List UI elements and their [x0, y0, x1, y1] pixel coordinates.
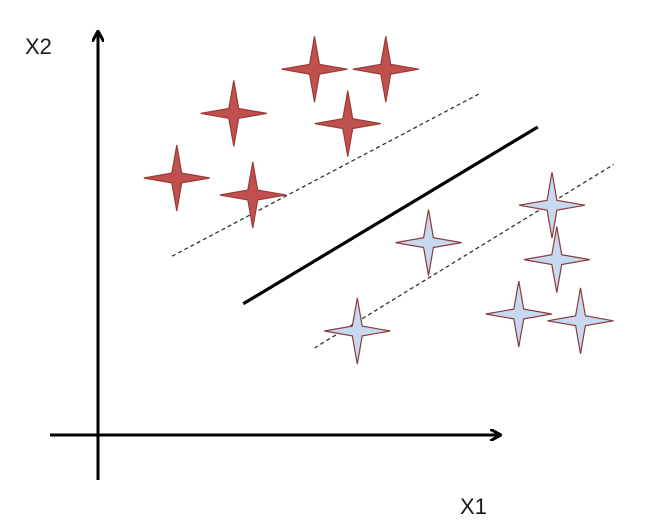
red-star-point: [200, 80, 267, 147]
blue-star-point: [485, 280, 552, 348]
x-axis-label: X1: [460, 494, 487, 519]
upper-margin-line: [171, 92, 482, 257]
blue-star-point: [547, 287, 614, 354]
hyperplane-group: [242, 125, 539, 306]
margin-lines: [171, 92, 615, 349]
red-star-point: [281, 36, 348, 103]
red-star-point: [314, 90, 381, 157]
class-a-points: [143, 36, 419, 229]
blue-star-point: [518, 172, 586, 239]
blue-star-point: [395, 209, 462, 276]
axes: [50, 32, 500, 480]
red-star-point: [219, 161, 286, 229]
separating-hyperplane: [242, 125, 539, 306]
red-star-point: [143, 144, 210, 212]
blue-star-point: [324, 297, 391, 365]
red-star-point: [352, 36, 419, 103]
lower-margin-line: [314, 163, 615, 349]
blue-star-point: [523, 226, 590, 293]
y-axis-label: X2: [25, 34, 52, 59]
class-b-points: [324, 172, 614, 365]
